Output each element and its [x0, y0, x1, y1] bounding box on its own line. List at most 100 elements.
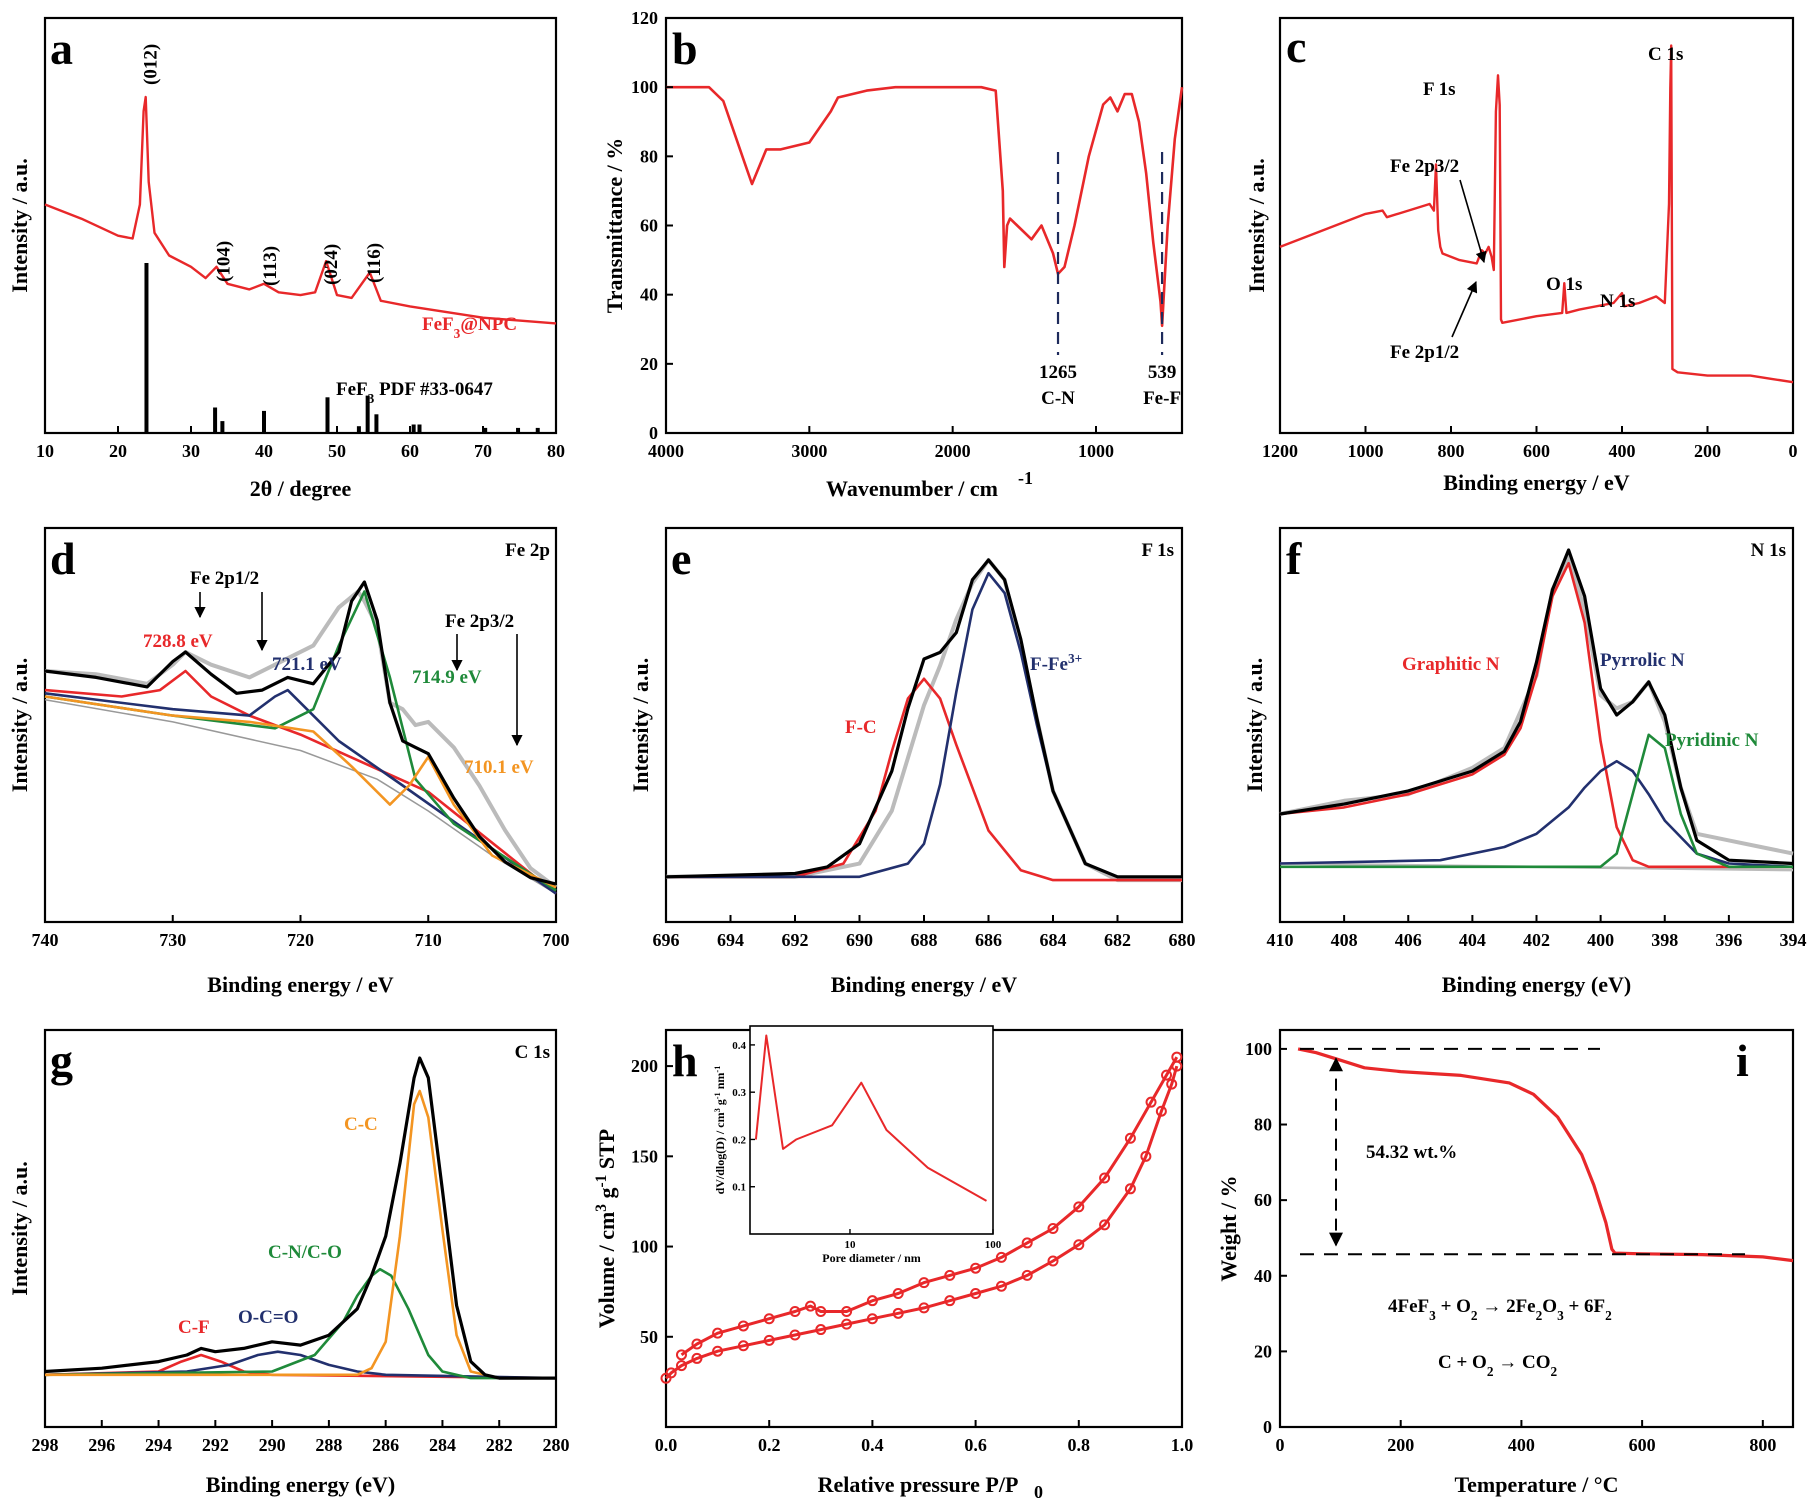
x-tick-label: 280 [543, 1435, 570, 1455]
series-line [44, 688, 557, 895]
marker-label: 539 [1148, 362, 1177, 383]
data-point [1021, 1269, 1033, 1281]
marker-label: 1265 [1039, 362, 1077, 383]
series-label: Pyrrolic N [1600, 650, 1685, 671]
data-point [841, 1318, 853, 1330]
y-tick-label: 60 [640, 216, 658, 236]
plot-frame [43, 526, 558, 924]
series-label: C-N/C-O [268, 1242, 342, 1263]
data-point [737, 1340, 749, 1352]
y-axis-label: Transmittance / % [602, 138, 627, 314]
y-axis-label: Intensity / a.u. [7, 1161, 32, 1295]
x-tick-label: 400 [1508, 1435, 1535, 1455]
marker-label: Fe-F [1143, 388, 1181, 409]
series-line-desorption [680, 1056, 1179, 1357]
series-line [666, 677, 1182, 882]
data-point [1140, 1150, 1152, 1162]
x-tick-label: 688 [911, 930, 938, 950]
x-axis-label: Binding energy / eV [831, 972, 1018, 997]
peak-label: Fe 2p3/2 [1390, 156, 1459, 177]
series-label: Pyridinic N [1665, 730, 1759, 751]
x-tick-label: 298 [32, 1435, 59, 1455]
peak-label: (024) [321, 244, 342, 285]
series-line-survey [1279, 44, 1794, 384]
inset-y-tick-label: 0.4 [732, 1040, 746, 1052]
x-tick-label: 0.2 [758, 1435, 781, 1455]
data-point [1155, 1105, 1167, 1117]
x-tick-label: 30 [182, 441, 200, 461]
data-point [944, 1269, 956, 1281]
series-line [1279, 759, 1794, 869]
panel-letter: f [1286, 533, 1302, 584]
annotation-reaction: 4FeF3 + O2 → 2Fe2O3 + 6F2 [1388, 1296, 1612, 1323]
x-tick-label: 396 [1715, 930, 1742, 950]
data-point [1047, 1223, 1059, 1234]
inset-x-tick-label: 10 [844, 1239, 856, 1251]
peak-label: (104) [213, 241, 234, 282]
x-tick-label: 690 [846, 930, 873, 950]
annotation-reaction: C + O2 → CO2 [1438, 1352, 1557, 1379]
series-label: C-C [344, 1114, 378, 1135]
data-point [1073, 1239, 1085, 1251]
peak-label: N 1s [1600, 291, 1635, 312]
y-axis-label: Intensity / a.u. [7, 158, 32, 292]
series-line [1280, 733, 1793, 869]
data-point [1099, 1219, 1111, 1231]
x-tick-label: 682 [1104, 930, 1131, 950]
data-point [675, 1349, 687, 1361]
x-tick-label: 4000 [648, 441, 684, 461]
series-line [666, 571, 1182, 879]
inset-frame [749, 1025, 994, 1235]
series-line [1279, 554, 1794, 856]
y-tick-label: 0 [649, 423, 658, 443]
x-tick-label: 294 [145, 1435, 172, 1455]
reference-label: FeF3 PDF #33-0647 [336, 379, 493, 406]
data-point [1171, 1051, 1183, 1063]
x-tick-label: 700 [543, 930, 570, 950]
y-tick-label: 80 [640, 146, 658, 166]
data-point [970, 1262, 982, 1274]
data-point [841, 1306, 853, 1318]
y-axis-label: Intensity / a.u. [1244, 158, 1269, 292]
series-line-feF3-npc [44, 95, 557, 325]
annotation-peak: 728.8 eV [143, 631, 213, 652]
series-line [45, 1089, 556, 1380]
panel-f: 410 408 406 404 402 400 398 396 394 Binding energ… [1242, 526, 1807, 997]
plot-frame [43, 16, 558, 435]
x-tick-label: 0.0 [655, 1435, 678, 1455]
x-tick-label: 1000 [1078, 441, 1114, 461]
data-point [995, 1251, 1007, 1263]
data-point [1021, 1237, 1033, 1249]
data-point [712, 1345, 724, 1357]
data-point [892, 1287, 904, 1299]
y-tick-label: 80 [1254, 1115, 1272, 1135]
y-tick-label: 150 [631, 1146, 658, 1166]
x-axis-label: Relative pressure P/P [818, 1472, 1019, 1497]
y-tick-label: 100 [631, 77, 658, 97]
inset-y-tick-label: 0.1 [732, 1182, 746, 1194]
x-tick-label: 1.0 [1171, 1435, 1194, 1455]
y-axis-label: Weight / % [1216, 1175, 1241, 1281]
y-tick-label: 120 [631, 8, 658, 28]
series-line [44, 589, 558, 889]
x-tick-label: 720 [287, 930, 314, 950]
data-point [789, 1306, 801, 1318]
data-point [675, 1360, 687, 1372]
x-tick-label: 408 [1331, 930, 1358, 950]
panel-letter: i [1736, 1035, 1749, 1086]
x-tick-label: 600 [1523, 441, 1550, 461]
x-tick-label: 404 [1459, 930, 1486, 950]
x-tick-label: 686 [975, 930, 1002, 950]
panel-letter: e [671, 533, 691, 584]
y-axis-label: Intensity / a.u. [7, 658, 32, 792]
x-tick-label: 400 [1587, 930, 1614, 950]
data-point [1166, 1078, 1178, 1090]
panel-c: 1200 1000 800 600 400 200 0 Binding energy / eV… [1244, 16, 1798, 495]
series-line [666, 558, 1182, 883]
x-tick-label: 80 [547, 441, 565, 461]
x-tick-label: 406 [1395, 930, 1422, 950]
x-tick-label: 694 [717, 930, 744, 950]
data-point [866, 1313, 878, 1325]
x-tick-label: 288 [315, 1435, 342, 1455]
data-point [804, 1300, 816, 1312]
